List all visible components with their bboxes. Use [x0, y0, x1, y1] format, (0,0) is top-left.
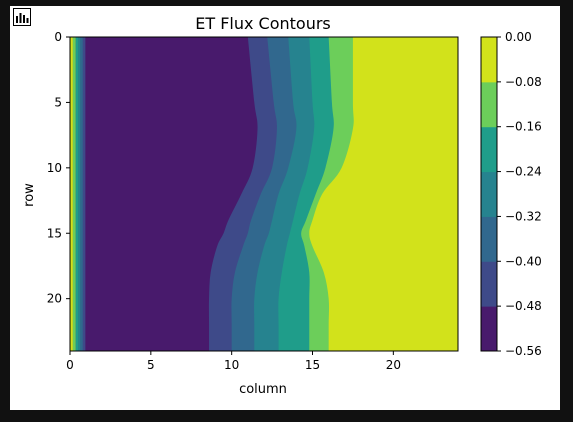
chart-title: ET Flux Contours	[195, 14, 331, 33]
colorbar-tick-label: −0.16	[505, 120, 542, 134]
colorbar: 0.00 −0.08 −0.16 −0.24 −0.32 −0.40 −0.48 −0.56	[480, 30, 542, 358]
colorbar-tick-label: −0.48	[505, 299, 542, 313]
y-tick-label: 0	[54, 30, 62, 44]
contour-band	[82, 37, 86, 351]
contour-band	[309, 37, 458, 351]
colorbar-segment	[481, 126, 497, 173]
contour-band	[78, 37, 81, 351]
x-tick-label: 10	[224, 358, 239, 372]
bar-chart-icon[interactable]	[13, 8, 31, 26]
colorbar-segment	[481, 171, 497, 217]
y-tick-label: 5	[54, 95, 62, 109]
contour-band	[72, 37, 76, 351]
y-tick-label: 10	[47, 161, 62, 175]
x-tick-label: 15	[305, 358, 320, 372]
colorbar-segment	[481, 306, 497, 352]
y-axis-label: row	[22, 183, 37, 207]
y-tick-label: 15	[47, 226, 62, 240]
contour-band	[70, 37, 73, 351]
x-tick-label: 0	[66, 358, 74, 372]
contour-band	[75, 37, 79, 351]
y-axis: 0 5 10 15 20	[47, 30, 70, 306]
colorbar-tick-label: −0.32	[505, 209, 542, 223]
colorbar-tick-label: −0.24	[505, 165, 542, 179]
colorbar-tick-label: −0.56	[505, 344, 542, 358]
colorbar-frame	[480, 36, 498, 352]
x-axis: 0 5 10 15 20	[66, 351, 401, 372]
contour-band	[80, 37, 83, 351]
y-tick-label: 20	[47, 292, 62, 306]
colorbar-tick-label: −0.40	[505, 254, 542, 268]
x-tick-label: 5	[147, 358, 155, 372]
colorbar-tick-label: 0.00	[505, 30, 532, 44]
colorbar-segment	[481, 37, 497, 83]
colorbar-segment	[481, 81, 497, 128]
x-axis-label: column	[239, 382, 287, 397]
x-tick-label: 20	[386, 358, 401, 372]
colorbar-segment	[481, 216, 497, 262]
colorbar-segment	[481, 261, 497, 307]
colorbar-tick-label: −0.08	[505, 75, 542, 89]
plot-frame	[69, 36, 459, 352]
plot-area	[69, 36, 459, 352]
